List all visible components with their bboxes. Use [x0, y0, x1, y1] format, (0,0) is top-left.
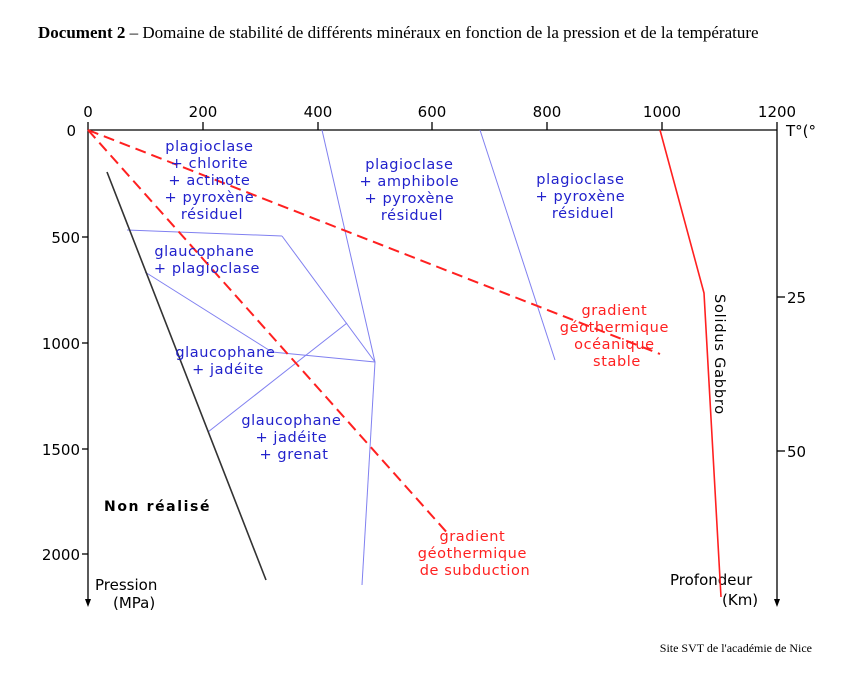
- subduction-gradient-line: [87, 129, 451, 537]
- temperature-unit: T°(°: [785, 122, 816, 140]
- right-tick-label: 25: [787, 289, 806, 307]
- field-label: plagioclase + chlorite + actinote + pyro…: [165, 139, 260, 223]
- oceanic-gradient-line: [87, 129, 661, 355]
- top-tick-label: 200: [189, 103, 218, 121]
- field-label: plagioclase + pyroxène résiduel: [536, 172, 631, 222]
- left-tick-label: 1000: [42, 335, 80, 353]
- field-label: plagioclase + amphibole + pyroxène résid…: [359, 157, 464, 224]
- document-caption: Document 2 – Domaine de stabilité de dif…: [38, 22, 838, 44]
- depth-unit: (Km): [722, 591, 758, 609]
- top-tick-label: 0: [83, 103, 93, 121]
- right-axis-arrow: [774, 599, 780, 607]
- right-tick-label: 50: [787, 443, 806, 461]
- top-tick-label: 600: [418, 103, 447, 121]
- left-tick-label: 2000: [42, 546, 80, 564]
- left-tick-label: 1500: [42, 441, 80, 459]
- field-label: glaucophane + jadéite: [175, 345, 280, 378]
- unrealized-label: Non réalisé: [104, 499, 211, 515]
- left-tick-label: 500: [51, 229, 80, 247]
- pressure-unit: (MPa): [113, 594, 155, 612]
- field-label: glaucophane + jadéite + grenat: [241, 413, 346, 463]
- top-tick-label: 1000: [643, 103, 681, 121]
- field-label: glaucophane + plagioclase: [154, 244, 260, 277]
- unrealized-boundary: [106, 171, 267, 581]
- field-boundaries: [126, 129, 556, 586]
- top-tick-label: 400: [304, 103, 333, 121]
- solidus-gabbro-label: Solidus Gabbro: [711, 294, 727, 415]
- caption-text: – Domaine de stabilité de différents min…: [125, 23, 759, 42]
- top-tick-label: 800: [533, 103, 562, 121]
- left-axis-arrow: [85, 599, 91, 607]
- caption-label: Document 2: [38, 23, 126, 42]
- solidus-gabbro-line: [659, 129, 722, 598]
- source-credit: Site SVT de l'académie de Nice: [659, 641, 812, 655]
- pressure-label: Pression: [95, 576, 157, 594]
- oceanic-gradient-label: gradient géothermique océanique stable: [560, 303, 674, 370]
- left-tick-label: 0: [66, 122, 76, 140]
- subduction-gradient-label: gradient géothermique de subduction: [418, 529, 532, 579]
- top-tick-label: 1200: [758, 103, 796, 121]
- axes: [82, 122, 785, 600]
- depth-label: Profondeur: [670, 571, 753, 589]
